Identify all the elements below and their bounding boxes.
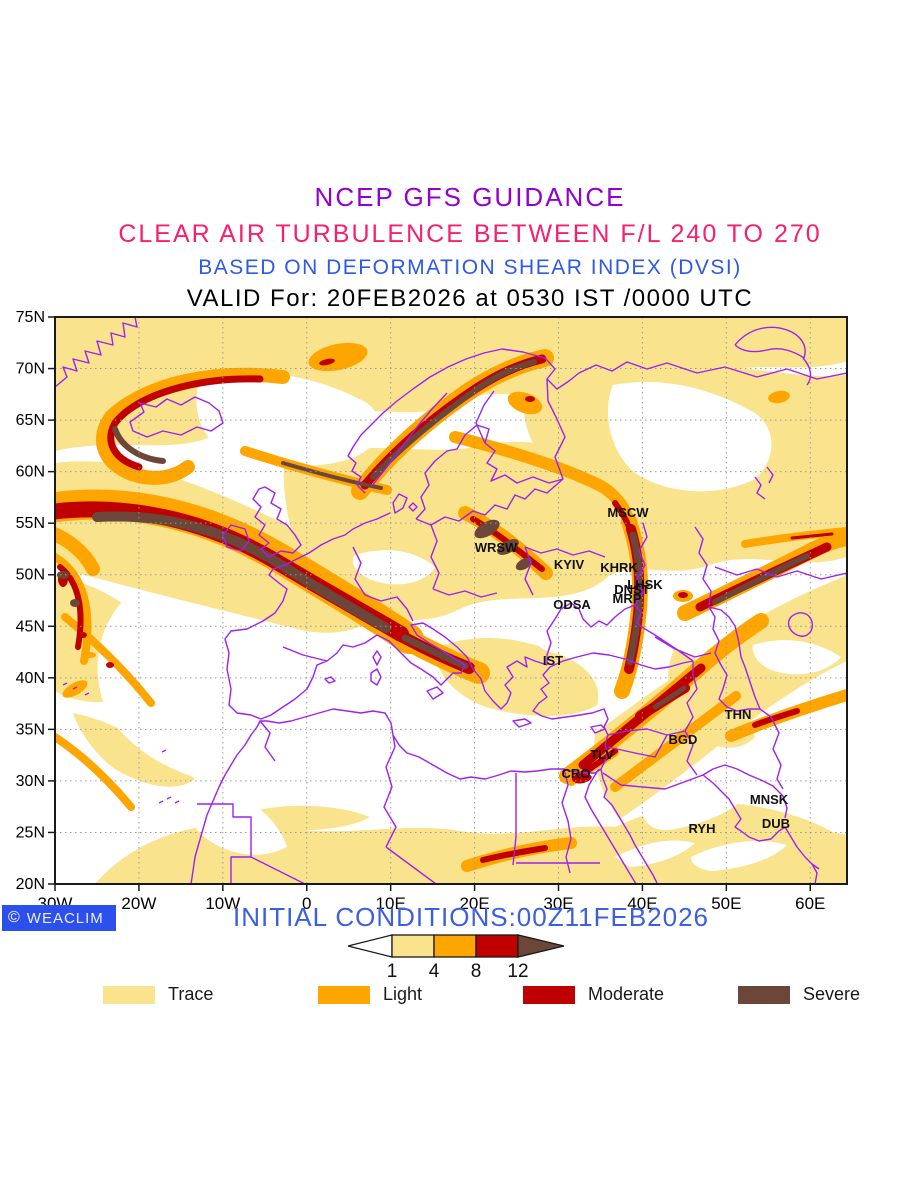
lat-tick-label: 25N	[16, 824, 45, 841]
light-swatch	[318, 985, 370, 1004]
weaclim-watermark: © WEACLIM	[2, 905, 116, 931]
city-label-mscw: MSCW	[607, 505, 649, 520]
title-method: BASED ON DEFORMATION SHEAR INDEX (DVSI)	[198, 256, 742, 279]
city-label-ist: IST	[543, 653, 563, 668]
lat-tick-label: 35N	[16, 721, 45, 738]
colorbar-tick-8: 8	[471, 961, 482, 982]
lon-tick-label: 10W	[205, 894, 240, 913]
lat-tick-label: 50N	[16, 567, 45, 584]
city-label-tlv: TLV	[590, 747, 614, 762]
lon-tick-label: 60E	[795, 894, 825, 913]
grid-lines	[55, 317, 847, 884]
copyright-circle-icon: ©	[8, 909, 21, 926]
colorbar-tick-1: 1	[387, 961, 398, 982]
city-label-thn: THN	[725, 707, 752, 722]
title-model: NCEP GFS GUIDANCE	[314, 182, 626, 212]
lon-tick-label: 30E	[543, 894, 573, 913]
lon-tick-label: 10E	[376, 894, 406, 913]
weaclim-label: WEACLIM	[26, 909, 104, 927]
lat-tick-label: 45N	[16, 618, 45, 635]
colorbar-segment-light	[433, 934, 477, 958]
trace-swatch	[103, 985, 155, 1004]
lat-tick-label: 40N	[16, 670, 45, 687]
trace-label: Trace	[168, 984, 214, 1004]
lon-tick-label: 0	[302, 894, 311, 913]
title-valid-time: VALID For: 20FEB2026 at 0530 IST /0000 U…	[186, 285, 754, 312]
city-label-cro: CRO	[562, 766, 591, 781]
lat-tick-label: 75N	[16, 309, 45, 326]
severe-label: Severe	[803, 984, 861, 1004]
colorbar-tick-12: 12	[507, 961, 528, 982]
moderate-label: Moderate	[588, 984, 665, 1004]
city-label-odsa: ODSA	[553, 597, 591, 612]
legend-item-light: Light	[318, 984, 422, 1005]
colorbar-segment-trace	[391, 934, 435, 958]
lat-tick-label: 60N	[16, 464, 45, 481]
city-label-mnsk: MNSK	[750, 792, 789, 807]
initial-conditions-text: INITIAL CONDITIONS:00Z11FEB2026	[232, 902, 710, 932]
moderate-swatch	[523, 985, 575, 1004]
city-label-bgd: BGD	[669, 732, 698, 747]
city-label-lhsk: LHSK	[627, 577, 663, 592]
lat-tick-label: 55N	[16, 515, 45, 532]
city-label-mrp: MRP	[613, 591, 642, 606]
city-label-ryh: RYH	[689, 821, 716, 836]
severe-turbulence-spots	[57, 519, 533, 607]
lon-tick-label: 20W	[121, 894, 156, 913]
severe-swatch	[738, 985, 790, 1004]
colorbar-segment-moderate	[475, 934, 519, 958]
lon-tick-label: 40E	[627, 894, 657, 913]
lon-tick-label: 50E	[711, 894, 741, 913]
city-label-khrk: KHRK	[600, 560, 638, 575]
city-label-dub: DUB	[762, 816, 790, 831]
lat-tick-label: 70N	[16, 361, 45, 378]
axis-ticks-and-labels: 30W 20W 10W 0 10E 20E 30E 40E 50E 60E75N70N65N60N…	[16, 309, 826, 913]
legend-item-trace: Trace	[103, 984, 213, 1005]
city-label-kyiv: KYIV	[554, 557, 585, 572]
lon-tick-label: 20E	[459, 894, 489, 913]
city-label-dnst: DNST	[614, 582, 649, 597]
map-frame	[54, 316, 848, 885]
coastlines	[55, 317, 847, 884]
lat-tick-label: 20N	[16, 876, 45, 893]
title-product: CLEAR AIR TURBULENCE BETWEEN F/L 240 TO …	[118, 220, 822, 248]
light-label: Light	[383, 984, 423, 1004]
legend-item-moderate: Moderate	[523, 984, 664, 1005]
lat-tick-label: 65N	[16, 412, 45, 429]
city-label-wrsw: WRSW	[475, 540, 518, 555]
lat-tick-label: 30N	[16, 773, 45, 790]
colorbar-segment-below	[347, 934, 393, 958]
turbulence-colorbar: 1 4 8 12	[347, 934, 565, 982]
legend-item-severe: Severe	[738, 984, 860, 1005]
colorbar-tick-4: 4	[429, 961, 440, 982]
clear-air-region	[97, 371, 842, 871]
colorbar-segment-severe	[517, 934, 565, 958]
